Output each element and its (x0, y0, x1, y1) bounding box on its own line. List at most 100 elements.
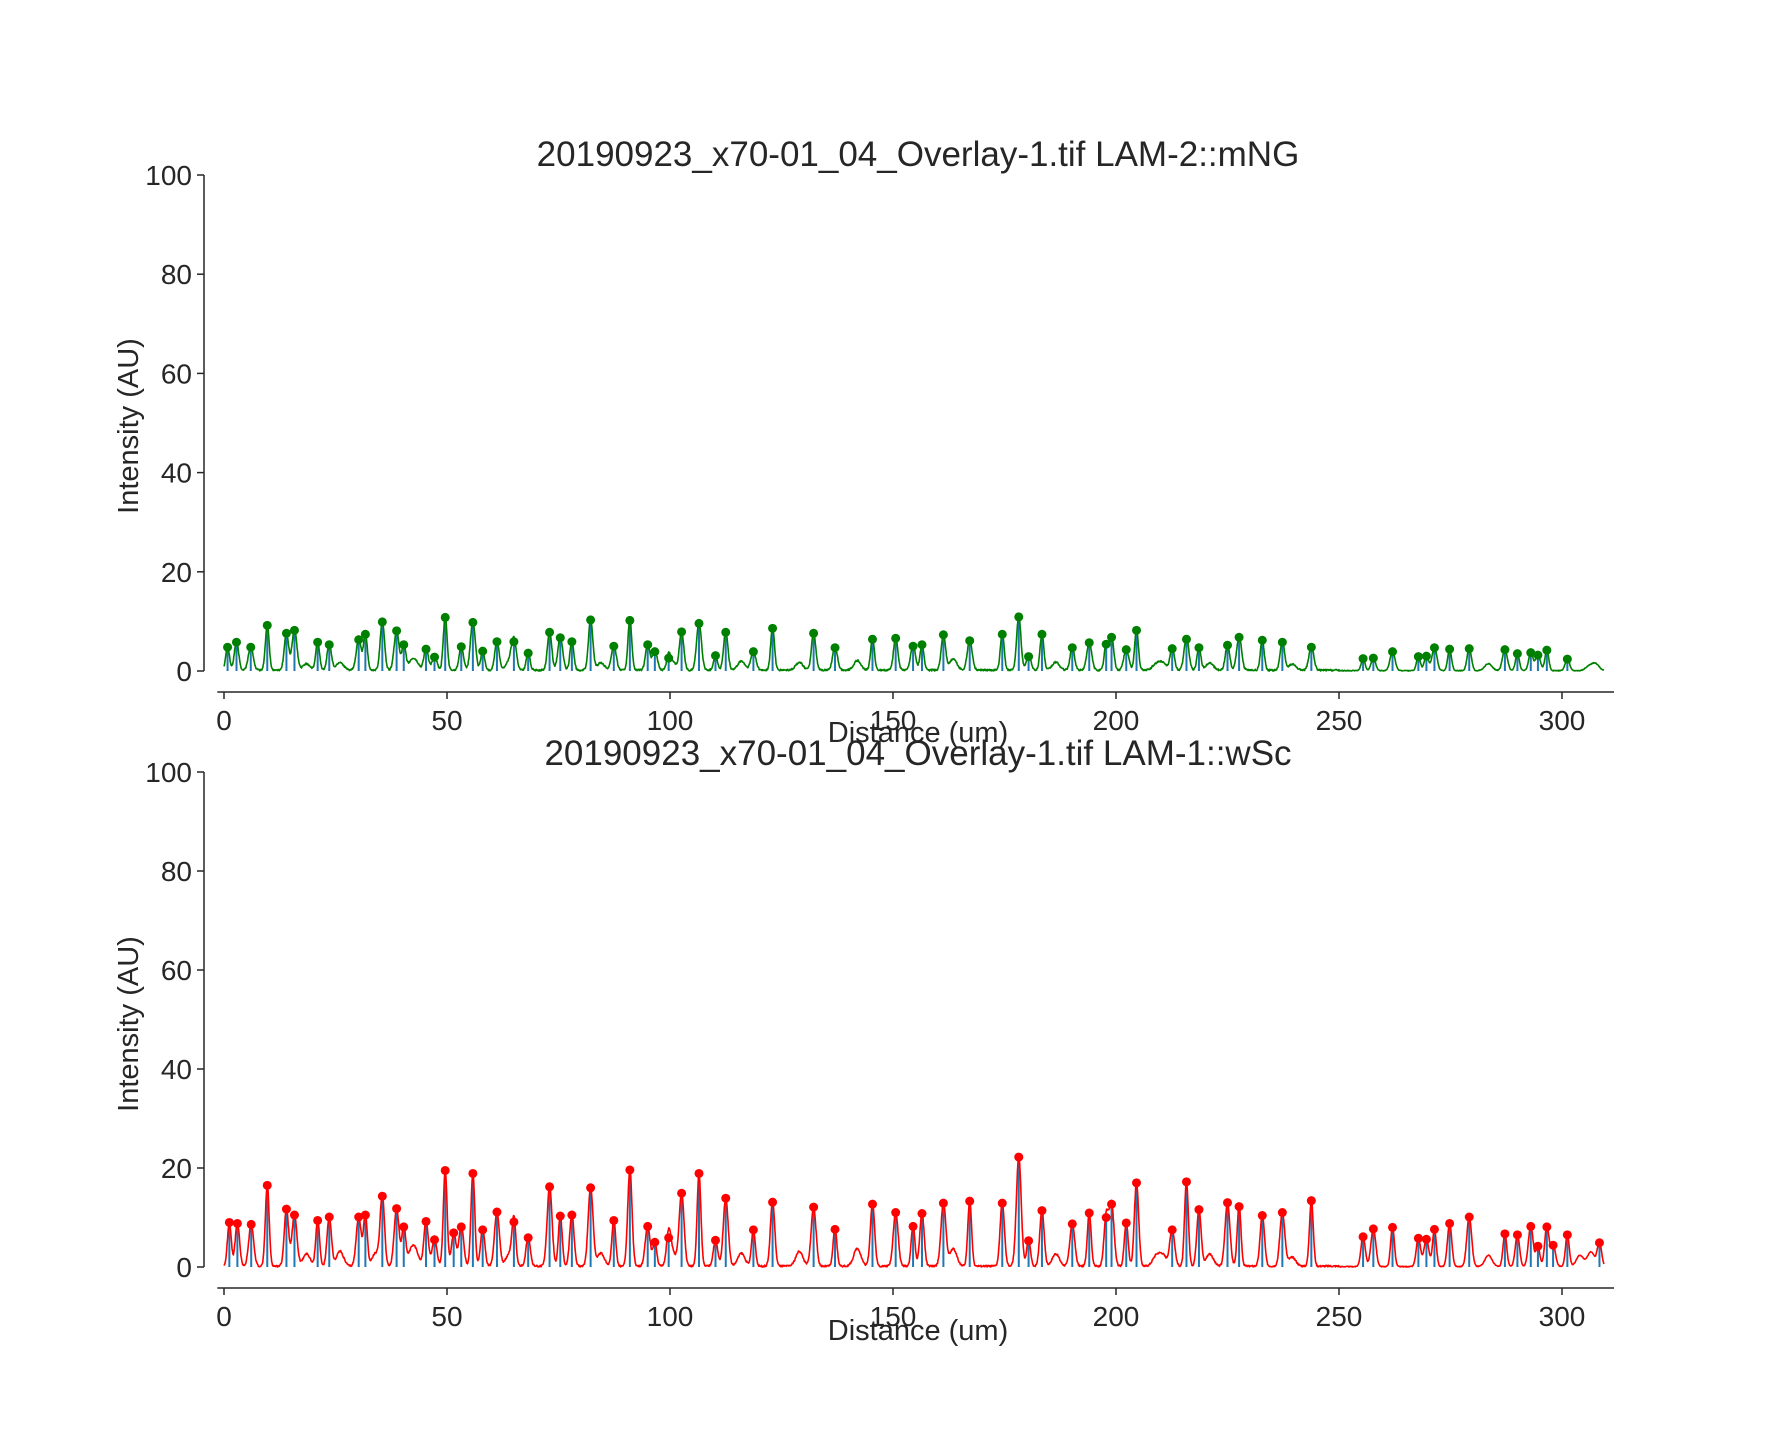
x-tick-label: 50 (431, 1301, 462, 1332)
x-tick-label: 200 (1093, 1301, 1140, 1332)
peak-marker (1107, 1199, 1117, 1209)
peak-marker (509, 637, 519, 647)
peak-marker (586, 1183, 596, 1193)
peak-marker (625, 1165, 635, 1175)
peak-marker (1421, 651, 1431, 661)
peak-marker (721, 1193, 731, 1203)
peak-marker (965, 1196, 975, 1206)
peak-marker (965, 636, 975, 646)
y-tick-label: 20 (161, 1153, 192, 1184)
chart-title: 20190923_x70-01_04_Overlay-1.tif LAM-1::… (544, 734, 1291, 773)
x-tick-label: 50 (431, 705, 462, 736)
peak-marker (1084, 1208, 1094, 1218)
peak-marker (523, 1233, 533, 1243)
peak-marker (917, 640, 927, 650)
peak-marker (492, 1207, 502, 1217)
peak-marker (289, 1210, 299, 1220)
peak-marker (223, 642, 233, 652)
peak-marker (1542, 645, 1552, 655)
peak-marker (262, 620, 272, 630)
peak-marker (867, 1199, 877, 1209)
peak-marker (830, 1224, 840, 1234)
x-tick-label: 0 (216, 1301, 232, 1332)
peak-marker (1132, 1178, 1142, 1188)
peak-marker (1277, 637, 1287, 647)
peak-marker (313, 1215, 323, 1225)
peak-marker (694, 618, 704, 628)
peak-marker (710, 651, 720, 661)
peak-marker (545, 1182, 555, 1192)
peak-marker (1181, 634, 1191, 644)
x-axis-label: Distance (um) (828, 1315, 1009, 1347)
peak-marker (664, 653, 674, 663)
peak-marker (650, 1237, 660, 1247)
peak-marker (1024, 652, 1034, 662)
y-tick-label: 100 (145, 757, 192, 788)
peak-marker (1121, 1218, 1131, 1228)
peak-marker (1037, 629, 1047, 639)
peak-marker (1368, 1224, 1378, 1234)
axes-group: 0 20 40 60 80 100 0 50 100 150 200 250 300 (145, 757, 1614, 1332)
y-tick-label: 40 (161, 458, 192, 489)
peak-marker (1413, 1233, 1423, 1243)
peak-marker (1526, 1221, 1536, 1231)
peak-marker (1388, 647, 1398, 657)
y-tick-label: 80 (161, 856, 192, 887)
peak-marker (478, 646, 488, 656)
peak-marker (324, 640, 334, 650)
peak-marker (392, 1204, 402, 1214)
x-tick-label: 100 (647, 705, 694, 736)
peak-marker (997, 1198, 1007, 1208)
peak-marker (1562, 1230, 1572, 1240)
peak-marker (523, 648, 533, 658)
peak-marker (1037, 1206, 1047, 1216)
peak-marker (768, 623, 778, 633)
x-tick-label: 0 (216, 705, 232, 736)
peak-marker (281, 1204, 291, 1214)
peak-marker (609, 1215, 619, 1225)
peak-marker (1306, 1196, 1316, 1206)
peak-marker (1500, 1229, 1510, 1239)
peak-marker (1194, 643, 1204, 653)
peak-marker (664, 1233, 674, 1243)
peak-marker (313, 637, 323, 647)
peak-marker (399, 640, 409, 650)
peak-marker (938, 630, 948, 640)
peak-marker (809, 628, 819, 638)
peak-marker (567, 1210, 577, 1220)
peak-marker (1234, 1202, 1244, 1212)
peak-marker (1014, 612, 1024, 622)
peak-marker (1181, 1177, 1191, 1187)
peak-marker (262, 1180, 272, 1190)
peak-stems-group (228, 1157, 1601, 1267)
peak-marker (545, 627, 555, 637)
peak-marker (1024, 1236, 1034, 1246)
peak-marker (891, 1208, 901, 1218)
peak-marker (1594, 1238, 1604, 1248)
peak-marker (392, 626, 402, 636)
peak-marker (1167, 1225, 1177, 1235)
peak-marker (324, 1212, 334, 1222)
peak-marker (1101, 1213, 1111, 1222)
x-tick-label: 300 (1539, 1301, 1586, 1332)
y-tick-label: 40 (161, 1054, 192, 1085)
peak-marker (399, 1222, 409, 1232)
peak-marker (377, 617, 387, 627)
y-tick-label: 100 (145, 160, 192, 191)
peak-marker (917, 1209, 927, 1219)
peak-marker (748, 1225, 758, 1235)
x-tick-label: 250 (1316, 1301, 1363, 1332)
peak-marker (1533, 650, 1543, 660)
y-axis-label: Intensity (AU) (113, 936, 145, 1112)
peak-marker (768, 1197, 778, 1207)
peak-marker (1429, 643, 1439, 653)
peak-marker (891, 633, 901, 643)
peak-marker (1464, 644, 1474, 654)
peak-marker (246, 642, 256, 652)
peak-marker (354, 635, 364, 645)
peak-marker (1368, 653, 1378, 663)
peak-marker (1132, 625, 1142, 635)
peak-marker (908, 1221, 918, 1231)
peak-marker (1306, 642, 1316, 652)
